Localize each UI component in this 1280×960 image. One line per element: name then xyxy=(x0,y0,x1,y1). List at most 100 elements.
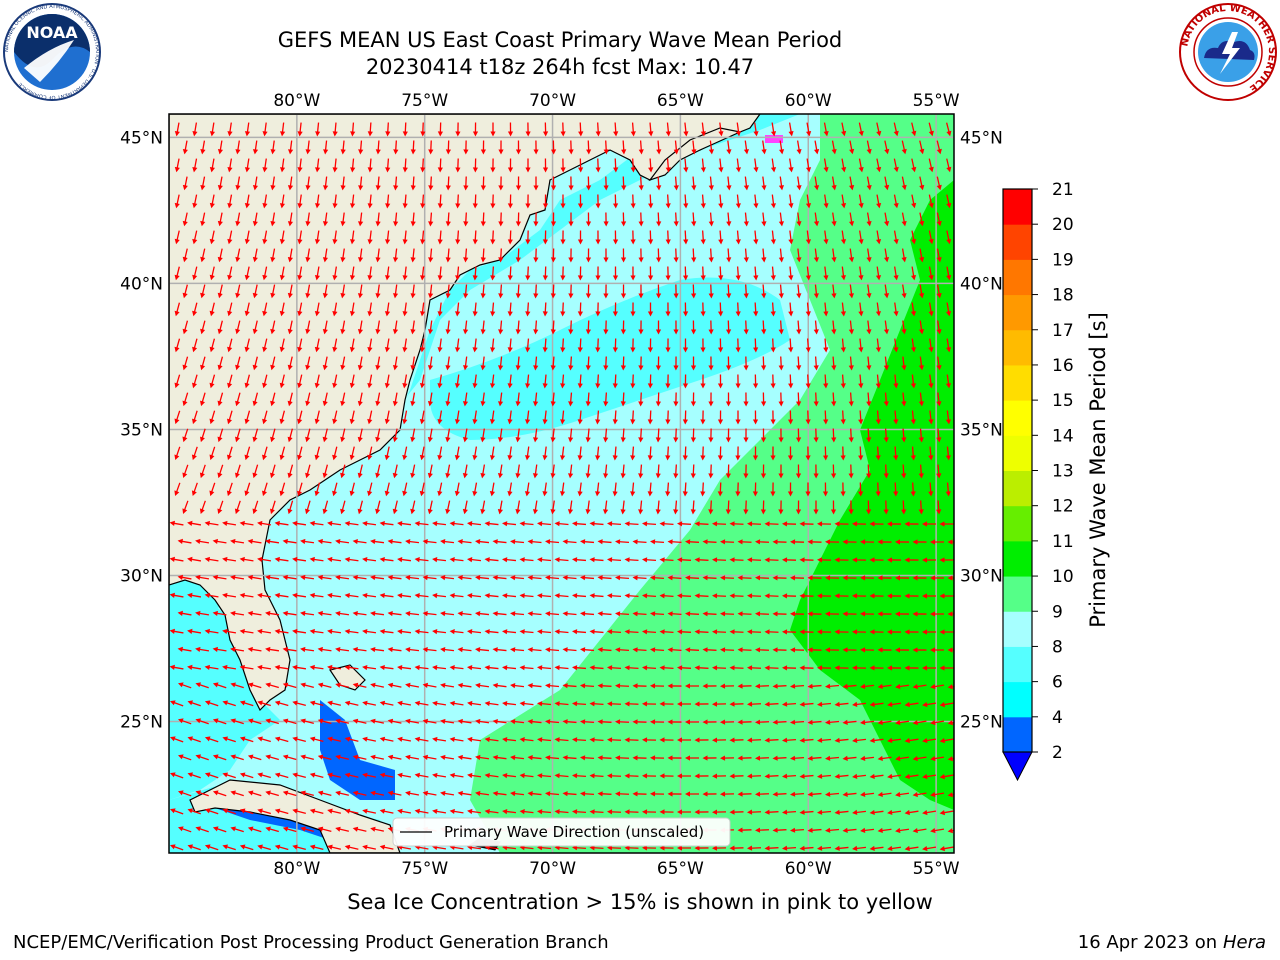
wave-arrow-1474 xyxy=(764,701,779,707)
wave-arrow-1165 xyxy=(877,575,892,581)
wave-arrow-109 xyxy=(507,158,514,173)
wave-arrow-278 xyxy=(314,230,321,245)
wave-arrow-872 xyxy=(480,464,486,479)
wave-arrow-290 xyxy=(525,230,531,245)
lon-label-top-0: 80°W xyxy=(273,91,320,111)
wave-arrow-26 xyxy=(630,122,636,137)
wave-arrow-1483 xyxy=(922,702,937,708)
wave-arrow-292 xyxy=(560,230,566,245)
wave-arrow-1113 xyxy=(747,557,762,563)
wave-arrow-1536 xyxy=(274,736,289,743)
wave-arrow-111 xyxy=(542,158,549,173)
wave-arrow-1754 xyxy=(939,810,954,816)
wave-arrow-1490 xyxy=(265,718,279,725)
wave-arrow-1608 xyxy=(755,755,770,761)
wave-arrow-1246 xyxy=(720,611,735,617)
wave-arrow-369 xyxy=(332,266,338,281)
wave-arrow-1356 xyxy=(274,664,289,671)
wave-arrow-1764 xyxy=(335,826,350,832)
wave-arrow-716 xyxy=(901,392,907,407)
wave-arrow-1530 xyxy=(170,736,184,743)
wave-arrow-1207 xyxy=(817,593,832,599)
wave-arrow-536 xyxy=(901,320,907,335)
wave-arrow-1194 xyxy=(589,593,604,599)
wave-arrow-1117 xyxy=(817,557,832,563)
wave-arrow-1258 xyxy=(930,611,945,617)
wave-arrow-1529 xyxy=(947,720,954,726)
wave-arrow-1842 xyxy=(904,845,919,852)
wave-arrow-1017 xyxy=(642,521,657,527)
wave-arrow-1181 xyxy=(362,593,377,599)
wave-arrow-91 xyxy=(192,158,198,173)
wave-arrow-1145 xyxy=(527,575,542,581)
wave-arrow-1398 xyxy=(230,682,244,689)
wave-arrow-772 xyxy=(305,428,311,443)
wave-arrow-1751 xyxy=(887,809,902,815)
wave-arrow-156 xyxy=(550,176,557,191)
wave-arrow-489 xyxy=(858,302,864,317)
wave-arrow-685 xyxy=(357,392,363,407)
wave-arrow-1802 xyxy=(204,844,219,851)
wave-arrow-1713 xyxy=(222,808,236,815)
wave-arrow-16 xyxy=(455,122,461,137)
wave-arrow-349 xyxy=(778,248,784,263)
wave-arrow-1009 xyxy=(502,521,517,527)
wave-arrow-861 xyxy=(287,464,294,479)
wave-arrow-814 xyxy=(244,446,251,461)
wave-arrow-190 xyxy=(350,194,356,209)
wave-arrow-477 xyxy=(647,302,654,317)
wave-arrow-540 xyxy=(174,338,181,353)
wave-arrow-358 xyxy=(936,248,942,263)
wave-arrow-674 xyxy=(945,374,951,389)
wave-arrow-1025 xyxy=(782,521,797,527)
wave-arrow-1418 xyxy=(580,683,595,689)
wave-arrow-300 xyxy=(700,230,706,245)
wave-arrow-456 xyxy=(279,302,285,317)
wave-arrow-783 xyxy=(497,428,504,443)
wave-arrow-590 xyxy=(270,356,276,371)
wave-arrow-875 xyxy=(532,464,539,479)
wave-arrow-1481 xyxy=(887,701,902,707)
wave-arrow-966 xyxy=(550,500,556,515)
wave-arrow-976 xyxy=(725,500,731,515)
wave-arrow-651 xyxy=(542,374,548,389)
wave-arrow-194 xyxy=(420,194,426,209)
wave-arrow-1341 xyxy=(807,647,822,653)
wave-arrow-1202 xyxy=(729,593,744,599)
wave-arrow-264 xyxy=(866,212,872,227)
lat-label-left-2: 35°N xyxy=(120,420,163,440)
wave-arrow-549 xyxy=(332,338,338,353)
ocean-period-6-8-gulf xyxy=(169,585,280,800)
wave-arrow-1188 xyxy=(484,593,499,599)
wave-arrow-286 xyxy=(455,230,461,245)
wave-arrow-211 xyxy=(718,194,724,209)
wave-arrow-555 xyxy=(437,338,443,353)
wave-arrow-462 xyxy=(384,302,391,317)
wave-arrow-1572 xyxy=(904,737,919,744)
wave-arrow-1654 xyxy=(764,773,779,779)
wave-arrow-212 xyxy=(735,194,741,209)
wave-arrow-30 xyxy=(700,122,706,137)
wave-arrow-1158 xyxy=(755,575,770,581)
wave-arrow-1358 xyxy=(309,664,324,671)
wave-arrow-201 xyxy=(542,194,549,209)
wave-arrow-414 xyxy=(340,284,346,299)
wave-arrow-801 xyxy=(813,428,819,443)
wave-arrow-1322 xyxy=(475,647,490,653)
wave-arrow-1162 xyxy=(825,575,840,581)
wave-arrow-163 xyxy=(673,176,679,191)
wave-arrow-309 xyxy=(858,230,864,245)
wave-arrow-302 xyxy=(735,230,741,245)
wave-arrow-497 xyxy=(217,320,223,335)
wave-arrow-584 xyxy=(946,338,952,353)
wave-arrow-1594 xyxy=(510,755,525,761)
wave-arrow-461 xyxy=(367,302,373,317)
wave-arrow-92 xyxy=(209,158,215,173)
wave-arrow-1468 xyxy=(659,701,674,707)
wave-arrow-943 xyxy=(928,482,934,497)
wave-arrow-488 xyxy=(840,302,846,317)
wave-arrow-1726 xyxy=(449,808,464,814)
wave-arrow-929 xyxy=(682,482,688,497)
wave-arrow-908 xyxy=(314,482,321,497)
wave-arrow-1024 xyxy=(764,521,779,527)
